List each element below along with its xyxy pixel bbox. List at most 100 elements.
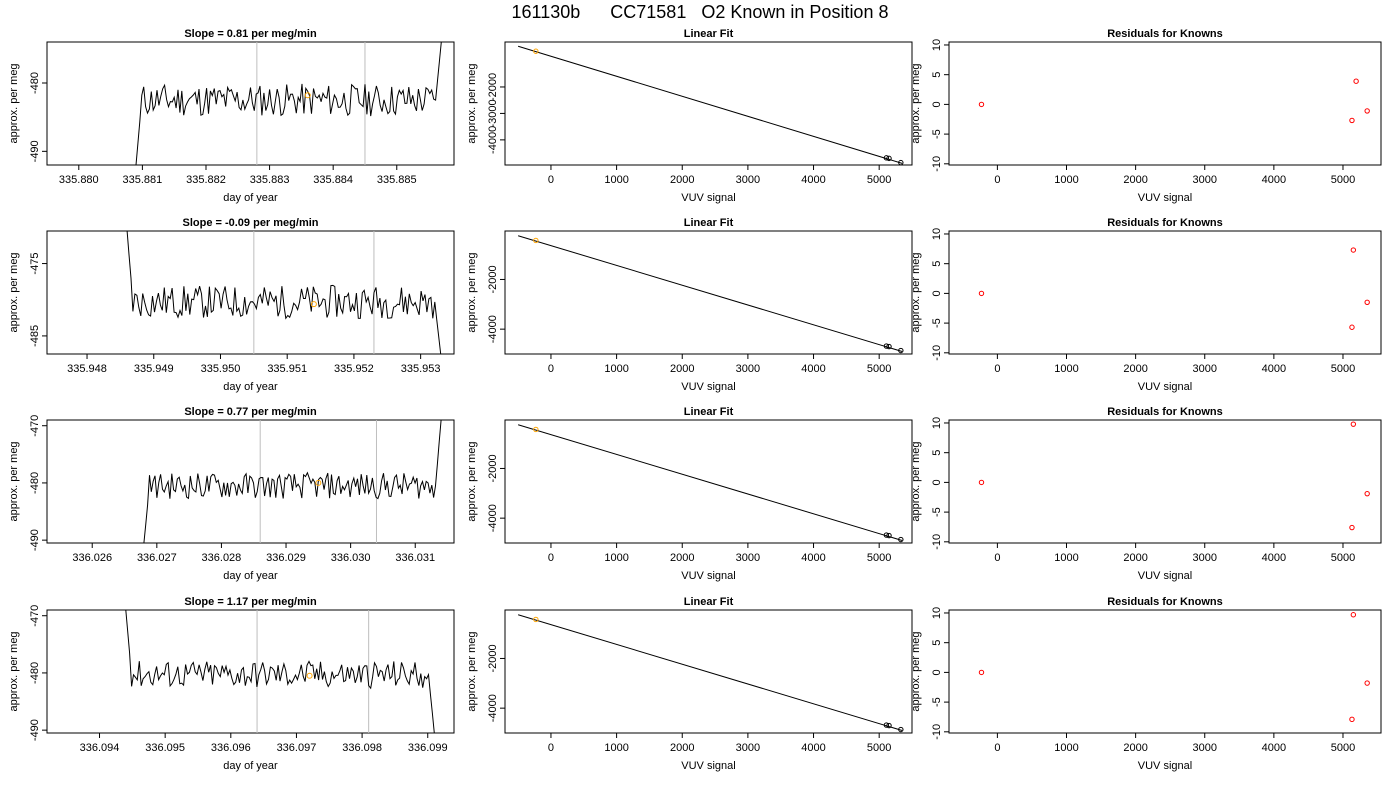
y-axis-label: approx. per meg: [466, 441, 478, 521]
x-tick-label: 2000: [670, 552, 694, 564]
residual-point: [1350, 247, 1357, 253]
y-axis-label: approx. per meg: [466, 631, 478, 711]
plot-area: [517, 614, 904, 733]
plot-frame: [46, 609, 455, 734]
y-tick-label: -5: [931, 697, 943, 707]
y-tick-label: 5: [931, 450, 943, 456]
x-tick-label: 336.027: [137, 552, 177, 564]
x-tick-label: 4000: [801, 742, 825, 754]
panel-residuals-row-1: Residuals for Knowns 0 1000 2000 3000 4000 500…: [910, 28, 1382, 204]
x-axis-label: VUV signal: [681, 760, 735, 772]
x-tick-label: 1000: [604, 742, 628, 754]
data-point: [886, 343, 892, 350]
x-tick-label: 5000: [1331, 363, 1355, 375]
y-axis-label: approx. per meg: [8, 631, 20, 711]
data-point: [533, 237, 539, 244]
data-point: [883, 155, 890, 161]
data-point: [898, 159, 904, 165]
x-tick-label: 2000: [1123, 552, 1147, 564]
plot-frame: [948, 419, 1382, 544]
data-point: [898, 726, 904, 733]
y-tick-label: -480: [29, 662, 41, 684]
x-tick-label: 1000: [1054, 174, 1078, 186]
x-tick-label: 0: [994, 174, 1000, 186]
residual-point: [1350, 612, 1357, 618]
x-axis-label: VUV signal: [1138, 760, 1192, 772]
y-axis-label: approx. per meg: [910, 441, 922, 521]
x-tick-label: 336.095: [145, 742, 185, 754]
run-id: 161130b: [511, 2, 581, 22]
panel-title: Linear Fit: [684, 596, 734, 608]
data-point: [883, 343, 890, 349]
y-tick-label: -480: [29, 72, 41, 94]
x-axis-label: day of year: [223, 760, 278, 772]
x-axis-label: VUV signal: [681, 381, 735, 393]
panel-time-series-row-1: Slope = 0.81 per meg/min 335.880 335.881 33…: [8, 28, 455, 204]
plot-area: [978, 247, 1370, 330]
x-tick-label: 336.094: [80, 742, 120, 754]
panel-linear-fit-row-3: Linear Fit 0 1000 2000 3000 4000 5000 -4000 -200…: [466, 406, 913, 582]
fit-line: [517, 424, 903, 541]
x-tick-label: 2000: [670, 742, 694, 754]
x-tick-label: 0: [548, 174, 554, 186]
x-tick-label: 335.880: [59, 174, 99, 186]
data-point: [533, 48, 539, 54]
x-tick-label: 335.953: [401, 363, 441, 375]
data-point: [533, 616, 539, 623]
x-axis-label: VUV signal: [1138, 570, 1192, 582]
residual-point: [1349, 324, 1355, 330]
panel-title: Slope = -0.09 per meg/min: [182, 217, 318, 229]
data-point: [533, 426, 539, 433]
x-tick-label: 336.031: [395, 552, 435, 564]
y-tick-label: 5: [931, 261, 943, 267]
y-tick-label: -5: [931, 318, 943, 328]
plot-frame: [948, 609, 1382, 734]
x-tick-label: 0: [994, 742, 1000, 754]
panel-title: Residuals for Knowns: [1107, 406, 1223, 418]
x-tick-label: 336.026: [72, 552, 112, 564]
x-tick-label: 1000: [604, 552, 628, 564]
y-axis-label: approx. per meg: [910, 631, 922, 711]
x-tick-label: 0: [994, 552, 1000, 564]
y-tick-label: -480: [29, 472, 41, 494]
x-tick-label: 4000: [1262, 552, 1286, 564]
x-tick-label: 336.029: [266, 552, 306, 564]
panel-title: Slope = 0.77 per meg/min: [184, 406, 317, 418]
y-tick-label: 5: [931, 640, 943, 646]
y-axis-label: approx. per meg: [466, 63, 478, 143]
x-tick-label: 1000: [1054, 363, 1078, 375]
y-tick-label: -2000: [487, 454, 499, 482]
plot-area: [143, 420, 442, 543]
x-tick-label: 3000: [1193, 174, 1217, 186]
y-tick-label: -2000: [487, 73, 499, 101]
y-tick-label: -4000: [487, 126, 499, 154]
plot-area: [978, 612, 1370, 723]
x-tick-label: 2000: [1123, 742, 1147, 754]
x-axis-label: VUV signal: [1138, 192, 1192, 204]
residual-point: [1349, 117, 1355, 124]
panel-linear-fit-row-2: Linear Fit 0 1000 2000 3000 4000 5000 -4000 -200…: [466, 217, 913, 393]
x-tick-label: 335.949: [134, 363, 174, 375]
data-point: [886, 532, 892, 539]
mean-marker: [306, 672, 313, 679]
plot-frame: [46, 419, 455, 544]
x-tick-label: 336.030: [331, 552, 371, 564]
y-tick-label: -470: [29, 605, 41, 627]
plot-frame: [504, 419, 913, 544]
y-tick-label: -5: [931, 129, 943, 139]
panel-title: Linear Fit: [684, 28, 734, 40]
plot-area: [978, 78, 1370, 124]
y-axis-label: approx. per meg: [8, 252, 20, 332]
x-tick-label: 336.098: [342, 742, 382, 754]
x-tick-label: 335.948: [67, 363, 107, 375]
x-tick-label: 0: [994, 363, 1000, 375]
x-tick-label: 0: [548, 363, 554, 375]
residual-point: [1353, 78, 1359, 84]
x-tick-label: 5000: [1331, 742, 1355, 754]
plot-frame: [46, 230, 455, 355]
mean-marker: [315, 479, 322, 486]
x-tick-label: 4000: [801, 552, 825, 564]
y-tick-label: -490: [29, 140, 41, 162]
residual-point: [1364, 299, 1370, 306]
y-axis-label: approx. per meg: [8, 441, 20, 521]
